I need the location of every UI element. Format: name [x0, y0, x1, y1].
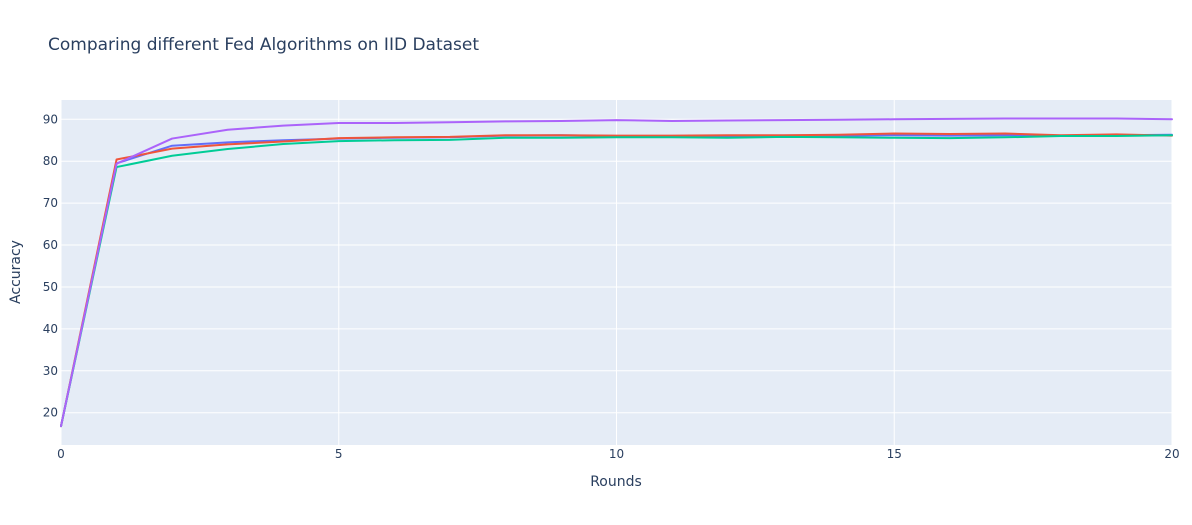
- x-axis-ticks: 0 5 10 15 20: [57, 447, 1179, 461]
- y-tick-label: 60: [43, 238, 58, 252]
- series-lines: [60, 117, 1173, 428]
- x-tick-label: 10: [609, 447, 624, 461]
- chart-title: Comparing different Fed Algorithms on II…: [48, 35, 479, 55]
- series-line-4: [60, 117, 1173, 428]
- x-tick-label: 5: [335, 447, 343, 461]
- y-tick-label: 40: [43, 322, 58, 336]
- y-tick-label: 50: [43, 280, 58, 294]
- x-tick-label: 0: [57, 447, 65, 461]
- y-tick-label: 70: [43, 196, 58, 210]
- y-axis-title: Accuracy: [8, 240, 24, 304]
- x-axis-title: Rounds: [590, 474, 642, 490]
- y-tick-label: 90: [43, 112, 58, 126]
- series-line-2: [60, 132, 1173, 428]
- gridlines: [60, 100, 1173, 445]
- y-tick-label: 80: [43, 154, 58, 168]
- x-tick-label: 20: [1164, 447, 1179, 461]
- y-axis-ticks: 20 30 40 50 60 70 80 90: [43, 112, 58, 419]
- series-line-3: [60, 134, 1173, 428]
- y-tick-label: 20: [43, 406, 58, 420]
- x-tick-label: 15: [887, 447, 902, 461]
- y-tick-label: 30: [43, 364, 58, 378]
